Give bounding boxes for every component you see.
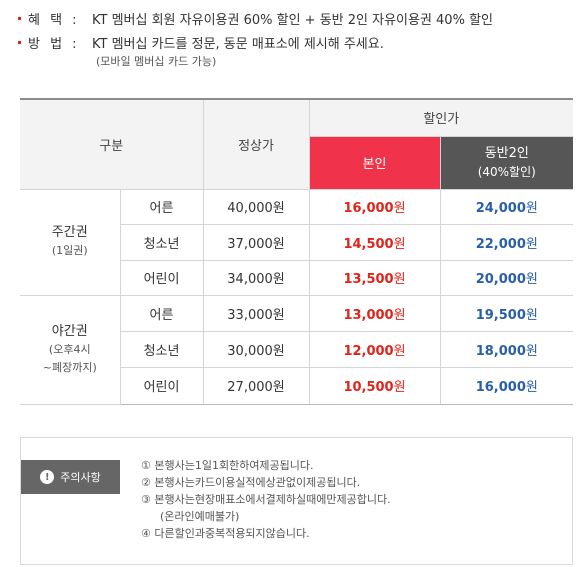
group-name: 주간권 bbox=[51, 225, 88, 240]
won-unit: 원 bbox=[525, 236, 538, 252]
regular-price-cell: 27,000원 bbox=[202, 366, 310, 405]
price-table: 구분 정상가 할인가 본인 동반2인 (40%할인) 주간권 (1일권) 어른 … bbox=[20, 98, 574, 405]
membership-info: 혜 택 : KT 멤버십 회원 자유이용권 60% 할인 + 동반 2인 자유이… bbox=[18, 6, 578, 72]
companion-price: 19,500 bbox=[475, 307, 526, 323]
table-row: 어린이 34,000원 13,500원 20,000원 bbox=[20, 259, 574, 296]
age-cell: 청소년 bbox=[120, 223, 204, 261]
group-day-pass: 주간권 (1일권) bbox=[20, 188, 121, 296]
notice-item: ④ 다른할인과중복적용되지않습니다. bbox=[141, 527, 310, 540]
companion-price-cell: 18,000원 bbox=[439, 330, 574, 368]
notice-list: ① 본행사는1일1회한하여제공됩니다. ② 본행사는카드이용실적에상관없이제공됩… bbox=[141, 457, 391, 542]
companion-price: 20,000 bbox=[475, 272, 526, 287]
companion-price: 16,000 bbox=[475, 380, 526, 395]
exclamation-icon: ! bbox=[40, 470, 55, 484]
method-note: (모바일 멤버십 카드 가능) bbox=[96, 55, 217, 68]
regular-price-cell: 37,000원 bbox=[202, 223, 310, 261]
won-unit: 원 bbox=[525, 343, 538, 359]
notice-title: 주의사항 bbox=[60, 471, 101, 484]
regular-price-cell: 30,000원 bbox=[202, 330, 310, 368]
self-price-cell: 13,500원 bbox=[308, 259, 441, 296]
table-row: 주간권 (1일권) 어른 40,000원 16,000원 24,000원 bbox=[20, 188, 574, 296]
companion-price: 18,000 bbox=[475, 343, 526, 359]
bullet-icon bbox=[18, 17, 21, 20]
group-sub: (1일권) bbox=[51, 244, 88, 257]
regular-price-cell: 33,000원 bbox=[202, 294, 310, 332]
won-unit: 원 bbox=[525, 307, 538, 323]
age-cell: 청소년 bbox=[120, 330, 204, 368]
table-row: 청소년 30,000원 12,000원 18,000원 bbox=[20, 330, 574, 368]
notice-item: ③ 본행사는현장매표소에서결제하실때에만제공합니다. bbox=[141, 493, 391, 506]
regular-price-cell: 34,000원 bbox=[202, 259, 310, 296]
won-unit: 원 bbox=[393, 236, 406, 252]
header-discount-price: 할인가 bbox=[308, 98, 574, 137]
group-name: 야간권 bbox=[51, 323, 88, 339]
won-unit: 원 bbox=[393, 380, 406, 395]
companion-price-cell: 20,000원 bbox=[439, 259, 574, 296]
benefit-row: 혜 택 : KT 멤버십 회원 자유이용권 60% 할인 + 동반 2인 자유이… bbox=[18, 6, 578, 30]
header-companion-label: 동반2인 bbox=[484, 145, 529, 161]
table-row: 야간권 (오후4시 ~폐장까지) 어른 33,000원 13,000원 19,5… bbox=[20, 294, 574, 405]
group-sub: (오후4시 bbox=[48, 342, 91, 356]
bullet-icon bbox=[18, 41, 21, 44]
won-unit: 원 bbox=[393, 343, 406, 359]
notice-item: (온라인예매불가) bbox=[160, 510, 240, 523]
regular-price-cell: 40,000원 bbox=[202, 188, 310, 225]
won-unit: 원 bbox=[393, 307, 406, 323]
benefit-label: 혜 택 : bbox=[28, 12, 80, 28]
header-companion: 동반2인 (40%할인) bbox=[439, 135, 574, 190]
won-unit: 원 bbox=[525, 380, 538, 395]
companion-price-cell: 22,000원 bbox=[439, 223, 574, 261]
benefit-text: KT 멤버십 회원 자유이용권 60% 할인 + 동반 2인 자유이용권 40%… bbox=[92, 12, 493, 28]
won-unit: 원 bbox=[525, 272, 538, 287]
notice-box: ! 주의사항 ① 본행사는1일1회한하여제공됩니다. ② 본행사는카드이용실적에… bbox=[20, 437, 573, 565]
header-regular-price: 정상가 bbox=[202, 98, 310, 190]
header-self: 본인 bbox=[309, 135, 441, 190]
self-price-cell: 16,000원 bbox=[308, 188, 441, 225]
notice-item: ② 본행사는카드이용실적에상관없이제공됩니다. bbox=[141, 476, 361, 489]
notice-item: ① 본행사는1일1회한하여제공됩니다. bbox=[141, 459, 314, 472]
companion-price-cell: 16,000원 bbox=[439, 366, 574, 405]
method-label: 방 법 : bbox=[28, 36, 80, 52]
companion-price: 22,000 bbox=[475, 236, 526, 252]
companion-price: 24,000 bbox=[475, 201, 526, 216]
self-price: 14,500 bbox=[343, 236, 394, 252]
age-cell: 어린이 bbox=[120, 366, 204, 405]
group-night-pass: 야간권 (오후4시 ~폐장까지) bbox=[20, 294, 121, 405]
self-price-cell: 10,500원 bbox=[308, 366, 441, 405]
self-price-cell: 12,000원 bbox=[308, 330, 441, 368]
self-price-cell: 13,000원 bbox=[308, 294, 441, 332]
header-companion-sub: (40%할인) bbox=[477, 164, 536, 179]
age-cell: 어린이 bbox=[120, 259, 204, 296]
won-unit: 원 bbox=[393, 201, 406, 216]
companion-price-cell: 19,500원 bbox=[439, 294, 574, 332]
method-text: KT 멤버십 카드를 정문, 동문 매표소에 제시해 주세요. bbox=[92, 36, 384, 52]
header-category: 구분 bbox=[20, 98, 204, 190]
table-row: 어린이 27,000원 10,500원 16,000원 bbox=[20, 366, 574, 405]
age-cell: 어른 bbox=[119, 188, 204, 225]
self-price: 10,500 bbox=[343, 380, 394, 395]
companion-price-cell: 24,000원 bbox=[439, 188, 574, 225]
method-row: 방 법 : KT 멤버십 카드를 정문, 동문 매표소에 제시해 주세요. bbox=[18, 30, 578, 54]
age-cell: 어른 bbox=[119, 294, 204, 332]
self-price-cell: 14,500원 bbox=[308, 223, 441, 261]
self-price: 16,000 bbox=[343, 201, 394, 216]
notice-badge: ! 주의사항 bbox=[21, 460, 120, 494]
group-sub: ~폐장까지) bbox=[42, 360, 97, 374]
self-price: 12,000 bbox=[343, 343, 394, 359]
self-price: 13,500 bbox=[343, 272, 394, 287]
won-unit: 원 bbox=[525, 201, 538, 216]
self-price: 13,000 bbox=[343, 307, 394, 323]
won-unit: 원 bbox=[393, 272, 406, 287]
